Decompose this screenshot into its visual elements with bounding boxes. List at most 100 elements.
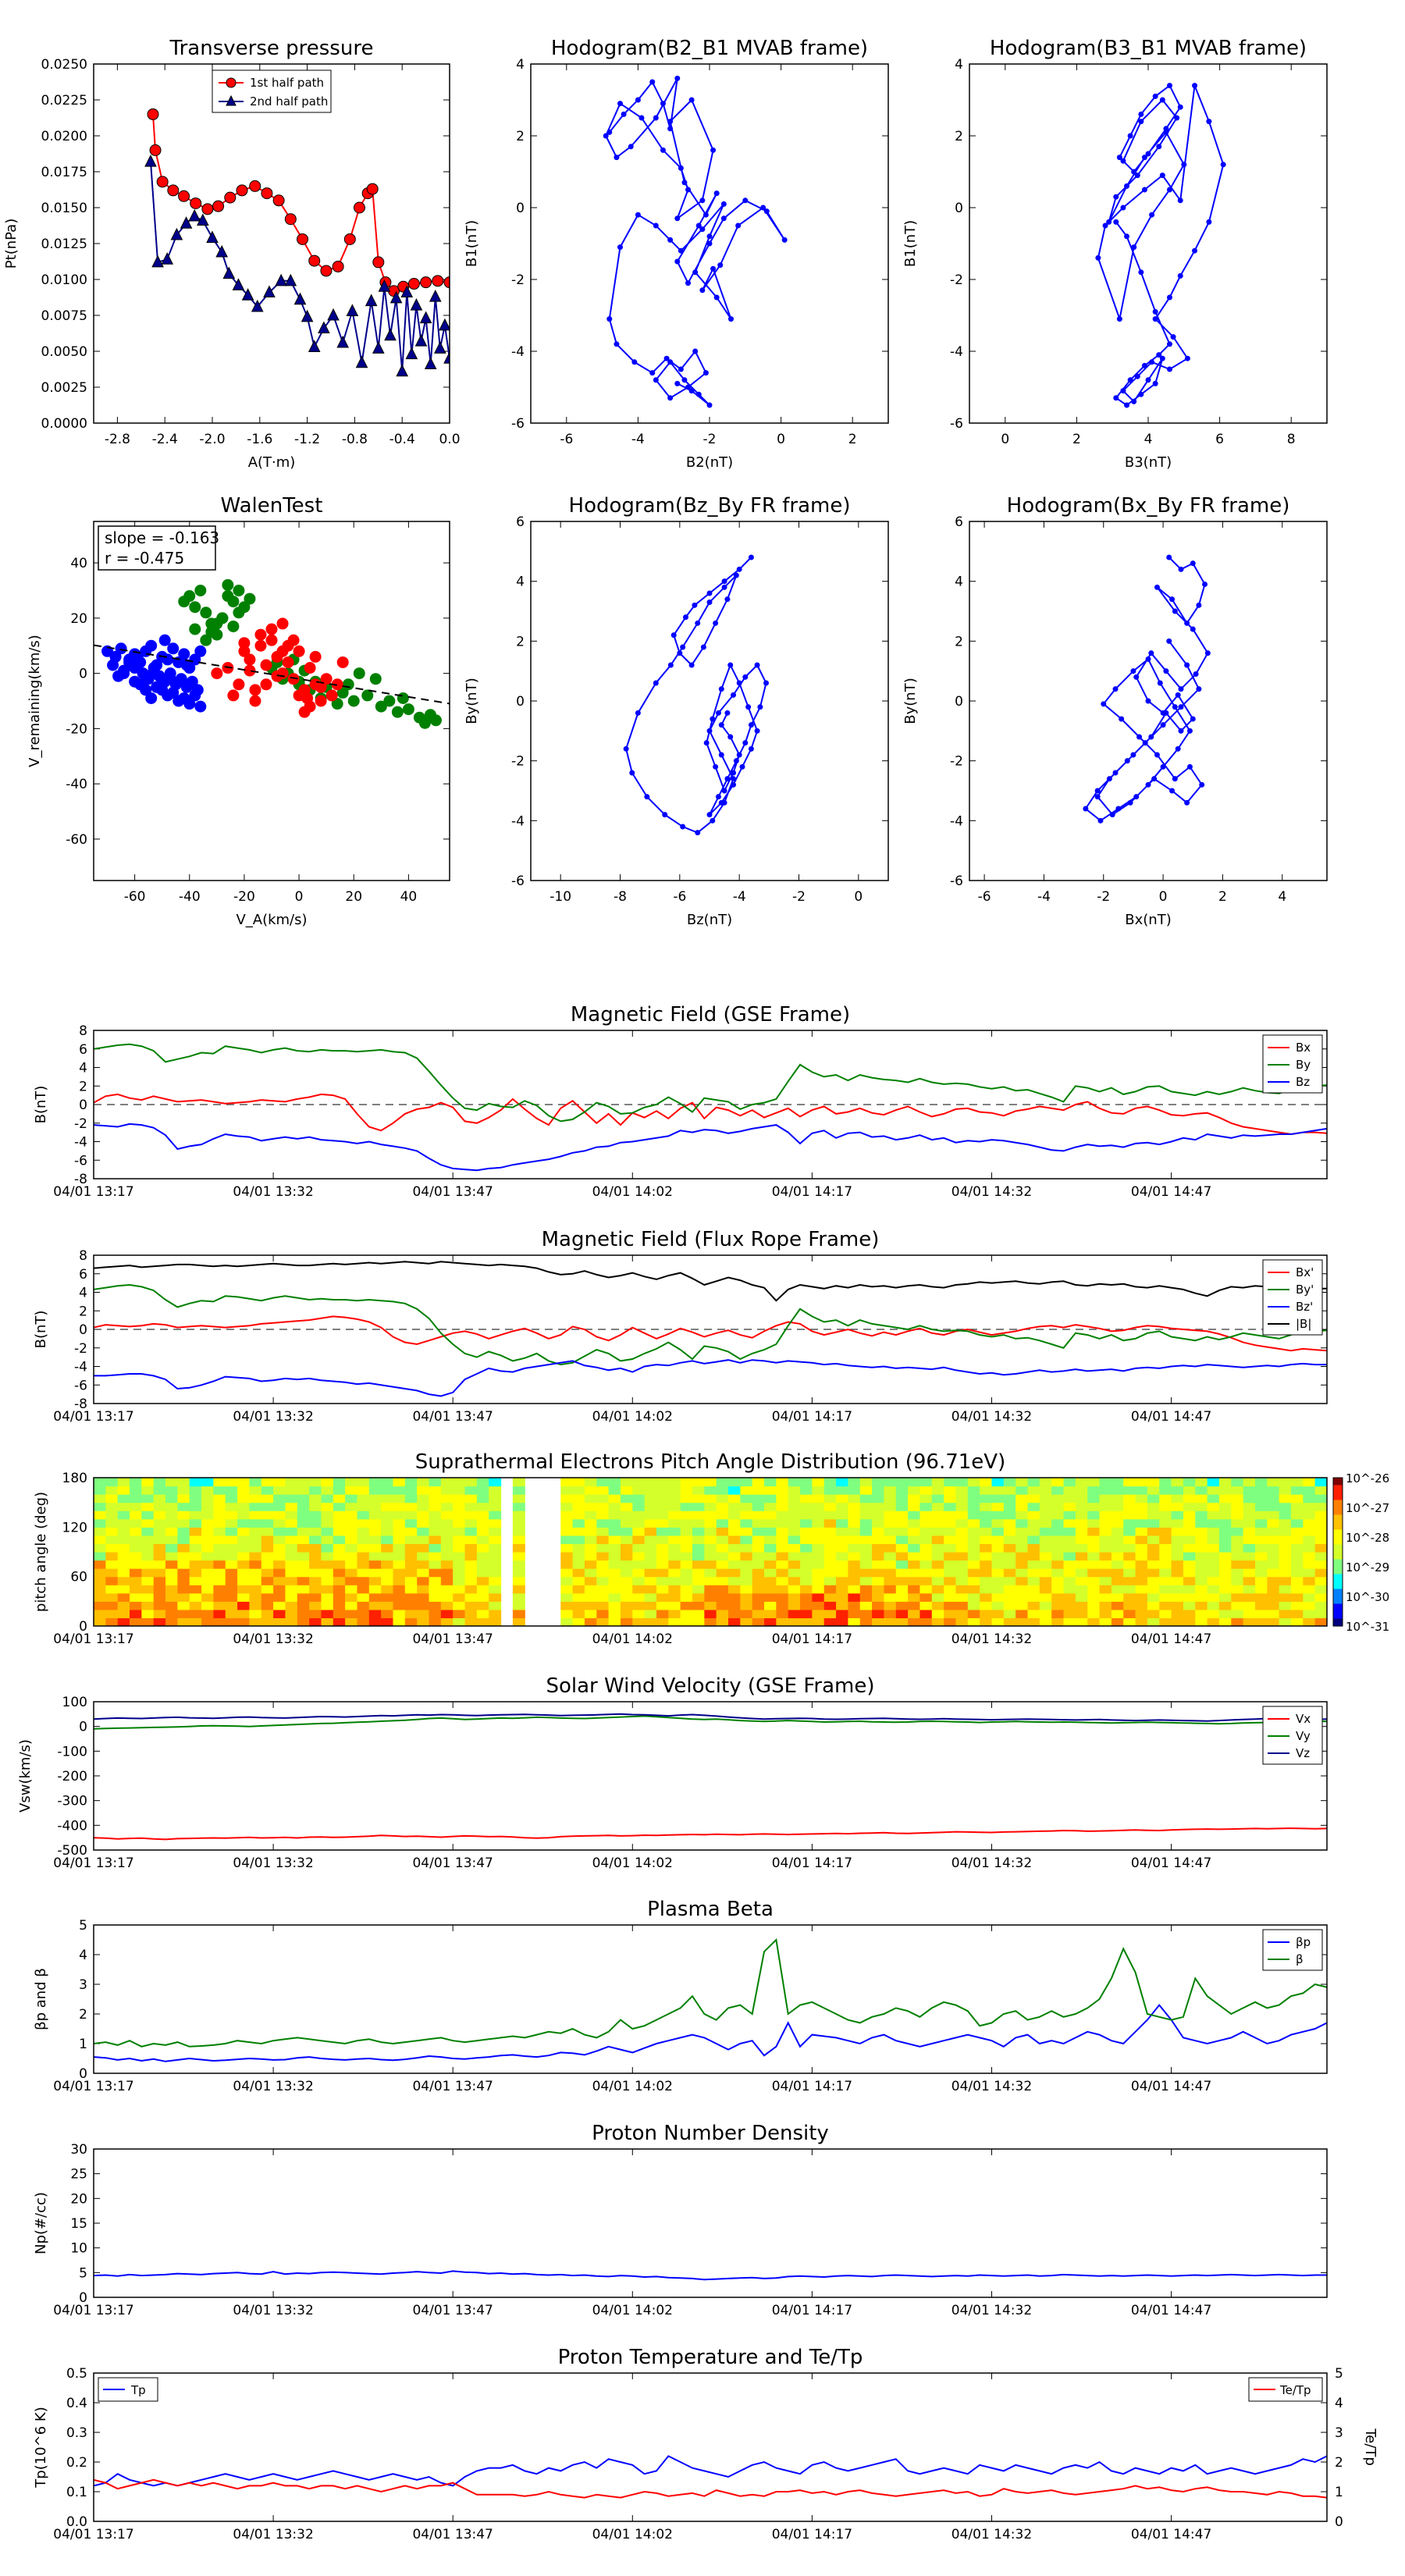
data-point [760,205,767,211]
heatmap-cell [165,1485,178,1495]
heatmap-cell [1159,1609,1172,1619]
heatmap-cell [632,1592,646,1602]
heatmap-cell [908,1478,921,1487]
heatmap-cell [644,1601,657,1610]
y-tick-label: 0 [79,2290,87,2306]
heatmap-cell [1063,1478,1076,1487]
heatmap-cell [632,1518,646,1528]
heatmap-cell [1290,1585,1304,1594]
heatmap-cell [728,1527,741,1536]
colorbar-segment [1333,1599,1343,1605]
heatmap-cell [368,1494,382,1503]
heatmap-cell [812,1609,825,1619]
heatmap-cell [692,1609,705,1619]
heatmap-cell [632,1552,646,1561]
x-tick-label: 0 [295,889,304,905]
heatmap-cell [644,1518,657,1528]
scatter-point [418,717,431,729]
heatmap-cell [692,1568,705,1578]
heatmap-cell [153,1510,166,1520]
stat-box [98,525,216,571]
y-tick-label: -4 [950,344,963,360]
heatmap-cell [800,1518,813,1528]
heatmap-cell [1303,1568,1316,1578]
heatmap-cell [1063,1552,1076,1561]
heatmap-cell [1243,1585,1256,1594]
heatmap-cell [1231,1485,1244,1495]
x-tick-label: 0 [854,889,863,905]
heatmap-cell [919,1552,933,1561]
heatmap-cell [1159,1494,1172,1503]
heatmap-cell [141,1478,155,1487]
heatmap-cell [1218,1502,1232,1511]
heatmap-cell [967,1502,980,1511]
heatmap-cell [1314,1585,1327,1594]
heatmap-cell [1314,1494,1327,1503]
heatmap-cell [1279,1601,1292,1610]
heatmap-cell [740,1576,753,1585]
data-point [781,237,788,243]
heatmap-cell [429,1601,442,1610]
heatmap-cell [1135,1552,1148,1561]
heatmap-cell [788,1585,801,1594]
heatmap-cell [261,1609,274,1619]
heatmap-cell [644,1617,657,1626]
x-tick-label: 04/01 13:17 [53,1409,133,1425]
heatmap-cell [931,1535,944,1545]
scatter-point [156,684,169,696]
plot-area [94,2270,1327,2281]
heatmap-cell [764,1585,777,1594]
heatmap-cell [776,1485,789,1495]
heatmap-cell [656,1601,669,1610]
scatter-point [244,653,256,666]
heatmap-cell [692,1535,705,1545]
heatmap-cell [489,1543,502,1553]
heatmap-cell [836,1585,849,1594]
data-point [378,279,391,292]
heatmap-cell [404,1502,418,1511]
data-point [603,133,609,139]
x-tick-label: 4 [1144,432,1153,447]
heatmap-cell [955,1592,969,1602]
heatmap-cell [955,1609,969,1619]
y-tick-label: 3 [79,1977,87,1993]
heatmap-cell [1147,1592,1160,1602]
heatmap-cell [368,1527,382,1536]
heatmap-cell [1195,1478,1208,1487]
heatmap-cell [704,1552,717,1561]
heatmap-cell [213,1560,226,1569]
heatmap-cell [1123,1601,1136,1610]
data-point [1154,584,1160,590]
heatmap-cell [237,1560,251,1569]
heatmap-cell [680,1552,693,1561]
heatmap-cell [345,1568,358,1578]
heatmap-cell [225,1502,238,1511]
heatmap-cell [608,1494,621,1503]
heatmap-cell [991,1494,1005,1503]
heatmap-cell [967,1485,980,1495]
scatter-point [194,584,207,596]
heatmap-cell [345,1527,358,1536]
heatmap-cell [859,1601,873,1610]
y-tick-label: 2 [516,129,525,144]
heatmap-cell [572,1576,585,1585]
heatmap-cell [309,1518,322,1528]
heatmap-cell [368,1552,382,1561]
chart-title: Hodogram(Bx_By FR frame) [1007,494,1290,518]
data-point [1190,560,1196,567]
heatmap-cell [464,1617,478,1626]
heatmap-cell [716,1585,729,1594]
heatmap-cell [153,1494,166,1503]
heatmap-cell [1254,1494,1268,1503]
heatmap-cell [1016,1478,1029,1487]
data-point [688,662,695,668]
heatmap-cell [189,1485,202,1495]
heatmap-cell [967,1609,980,1619]
y-axis-label: βp and β [33,1968,49,2030]
data-point [1083,806,1089,812]
heatmap-cell [357,1535,370,1545]
y-tick-label: 0.0200 [41,129,87,144]
heatmap-cell [1303,1617,1316,1626]
heatmap-cell [752,1585,765,1594]
data-point [251,299,264,312]
